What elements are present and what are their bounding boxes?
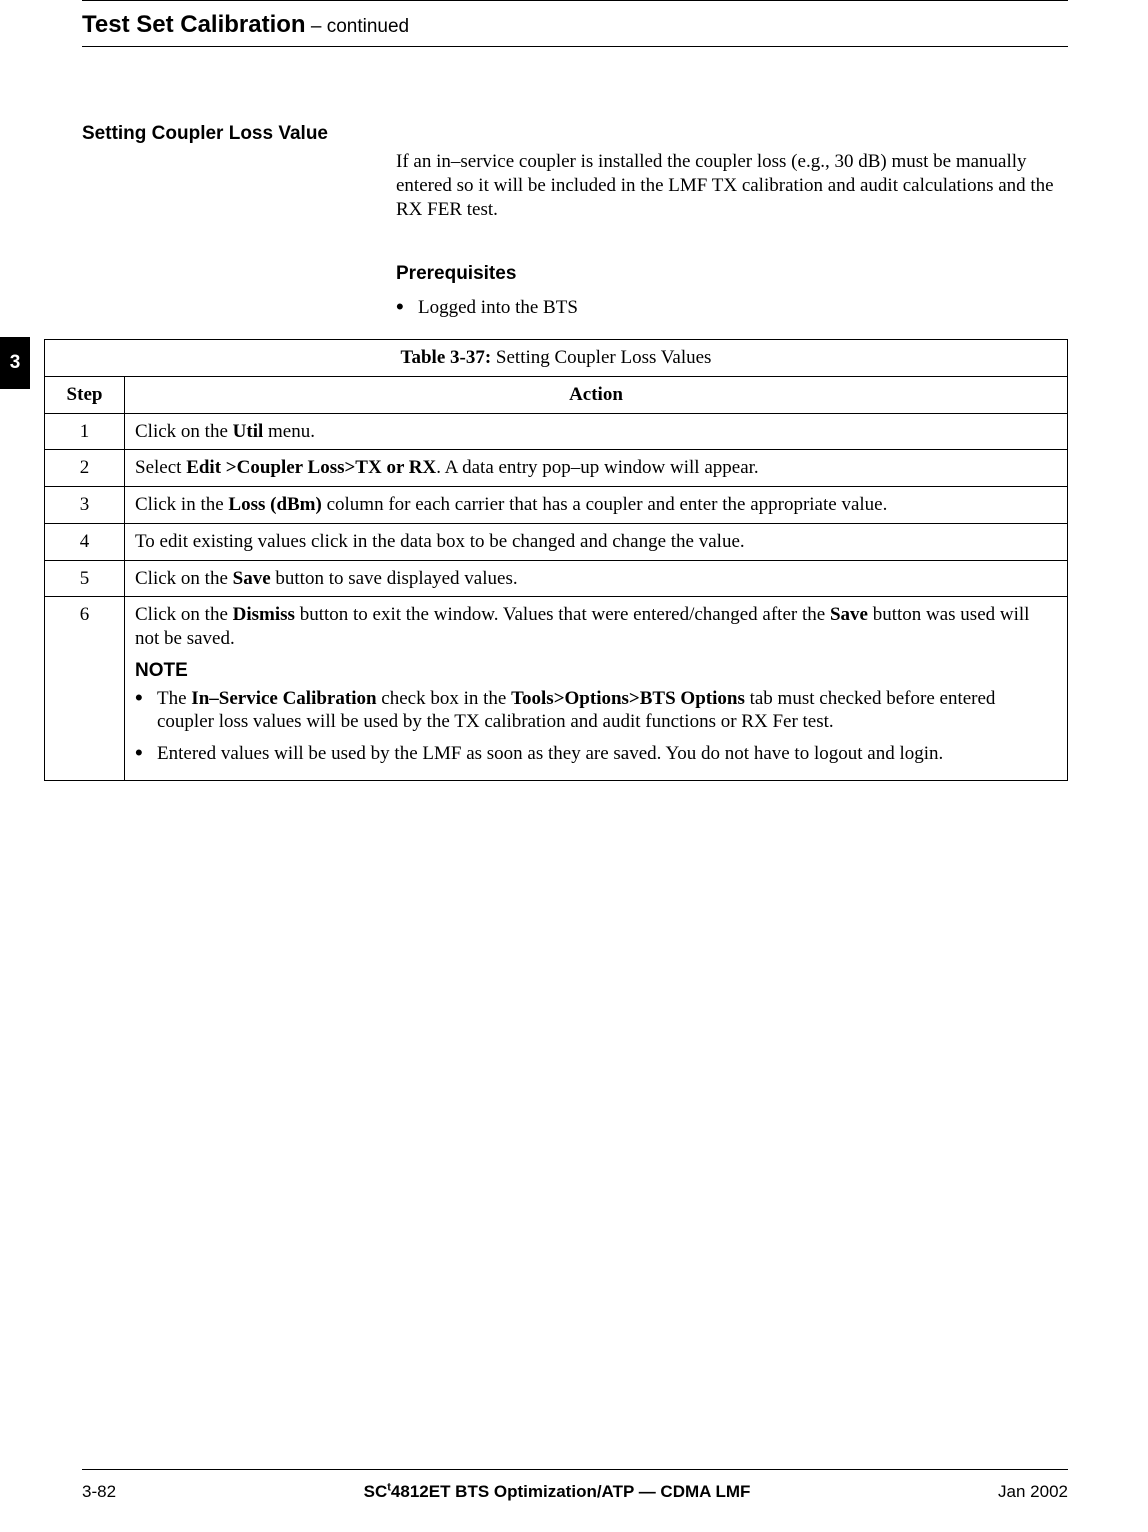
table-caption-rest: Setting Coupler Loss Values <box>491 347 711 368</box>
note-list: The In–Service Calibration check box in … <box>135 687 1057 766</box>
page-footer: 3-82 SCt4812ET BTS Optimization/ATP — CD… <box>82 1481 1068 1502</box>
header-title-main: Test Set Calibration <box>82 11 306 38</box>
action-cell: Click in the Loss (dBm) column for each … <box>125 487 1068 524</box>
header-title-cont: – continued <box>306 16 410 37</box>
footer-rule <box>82 1469 1068 1470</box>
step-cell: 3 <box>45 487 125 524</box>
action-cell: Click on the Util menu. <box>125 413 1068 450</box>
chapter-tab: 3 <box>0 337 30 389</box>
action-text: Click on the Dismiss button to exit the … <box>135 603 1057 651</box>
table-caption: Table 3-37: Setting Coupler Loss Values <box>45 340 1068 377</box>
table-row: 4 To edit existing values click in the d… <box>45 523 1068 560</box>
action-cell: To edit existing values click in the dat… <box>125 523 1068 560</box>
table-row: 3 Click in the Loss (dBm) column for eac… <box>45 487 1068 524</box>
table-header-step: Step <box>45 376 125 413</box>
table-row: 1 Click on the Util menu. <box>45 413 1068 450</box>
footer-center-post: 4812ET BTS Optimization/ATP — CDMA LMF <box>391 1482 751 1501</box>
table-row: 6 Click on the Dismiss button to exit th… <box>45 597 1068 781</box>
table-header-row: Step Action <box>45 376 1068 413</box>
note-item-text: Entered values will be used by the LMF a… <box>157 743 943 764</box>
step-cell: 5 <box>45 560 125 597</box>
footer-center-pre: SC <box>364 1482 388 1501</box>
note-item: The In–Service Calibration check box in … <box>135 687 1057 735</box>
action-cell: Click on the Dismiss button to exit the … <box>125 597 1068 781</box>
step-cell: 4 <box>45 523 125 560</box>
footer-date: Jan 2002 <box>998 1481 1068 1502</box>
footer-page-number: 3-82 <box>82 1481 116 1502</box>
note-item-text: The In–Service Calibration check box in … <box>157 688 995 733</box>
step-cell: 1 <box>45 413 125 450</box>
page-header: Test Set Calibration – continued <box>82 10 409 40</box>
page: Test Set Calibration – continued Setting… <box>0 0 1148 1532</box>
table-header-action: Action <box>125 376 1068 413</box>
table-caption-bold: Table 3-37: <box>401 347 492 368</box>
note-item: Entered values will be used by the LMF a… <box>135 742 1057 766</box>
action-cell: Click on the Save button to save display… <box>125 560 1068 597</box>
table-caption-row: Table 3-37: Setting Coupler Loss Values <box>45 340 1068 377</box>
prerequisites-list: Logged into the BTS <box>396 296 1068 320</box>
procedure-table: Table 3-37: Setting Coupler Loss Values … <box>44 339 1068 781</box>
footer-doc-title: SCt4812ET BTS Optimization/ATP — CDMA LM… <box>364 1481 751 1502</box>
section-heading: Setting Coupler Loss Value <box>82 122 328 146</box>
prerequisites-heading: Prerequisites <box>396 262 516 286</box>
action-cell: Select Edit >Coupler Loss>TX or RX. A da… <box>125 450 1068 487</box>
note-heading: NOTE <box>135 659 1057 683</box>
step-cell: 6 <box>45 597 125 781</box>
step-cell: 2 <box>45 450 125 487</box>
header-rule-bottom <box>82 46 1068 47</box>
table-row: 5 Click on the Save button to save displ… <box>45 560 1068 597</box>
intro-paragraph: If an in–service coupler is installed th… <box>396 150 1068 221</box>
prerequisites-item: Logged into the BTS <box>396 296 1068 320</box>
table-row: 2 Select Edit >Coupler Loss>TX or RX. A … <box>45 450 1068 487</box>
prerequisites-item-text: Logged into the BTS <box>418 297 578 318</box>
header-rule-top <box>82 0 1068 1</box>
